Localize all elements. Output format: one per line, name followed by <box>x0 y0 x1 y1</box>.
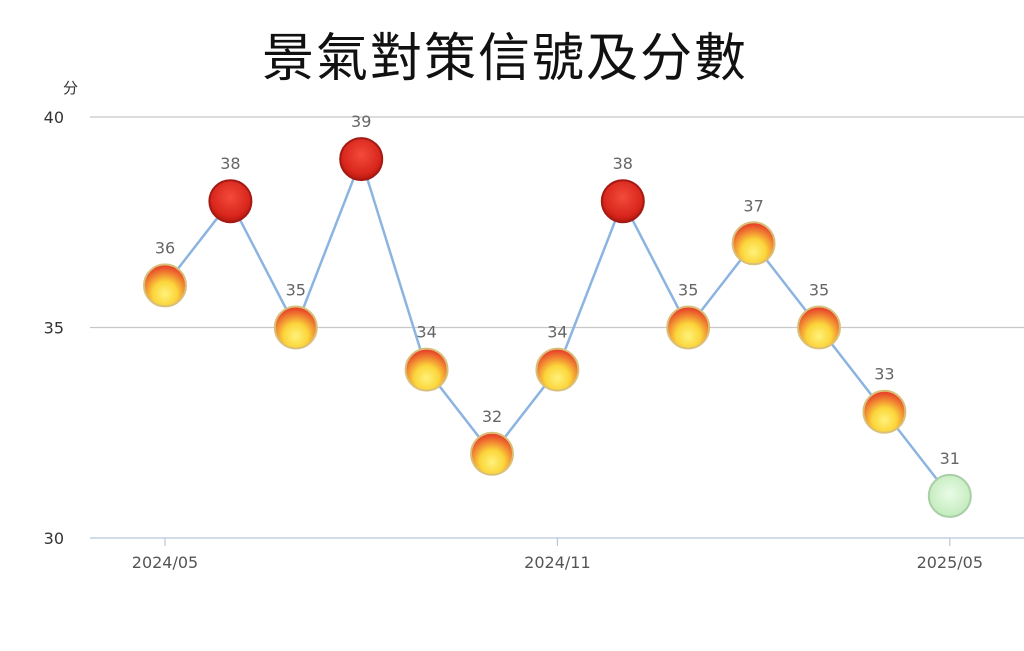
x-tick-label: 2025/05 <box>917 553 983 572</box>
data-label: 34 <box>547 323 567 342</box>
signal-marker-red[interactable] <box>339 137 384 182</box>
x-tick-label: 2024/11 <box>524 553 590 572</box>
signal-marker-red[interactable] <box>600 179 645 224</box>
signal-marker-green[interactable] <box>927 473 972 518</box>
data-label: 38 <box>220 154 240 173</box>
data-label: 37 <box>743 196 763 215</box>
y-tick-label: 30 <box>44 529 64 548</box>
signal-marker-yellow-red[interactable] <box>470 431 514 476</box>
signal-marker-red[interactable] <box>208 179 253 224</box>
data-label: 32 <box>482 407 502 426</box>
signal-marker-yellow-red[interactable] <box>404 347 449 392</box>
data-label: 35 <box>678 281 698 300</box>
signal-marker-yellow-red[interactable] <box>862 389 907 434</box>
y-axis-unit: 分 <box>63 79 78 97</box>
data-label: 31 <box>940 449 960 468</box>
data-label: 35 <box>286 281 306 300</box>
signal-marker-yellow-red[interactable] <box>143 263 187 308</box>
signal-marker-yellow-red[interactable] <box>535 347 580 392</box>
signal-marker-yellow-red[interactable] <box>273 305 318 350</box>
data-label: 35 <box>809 281 829 300</box>
data-label: 39 <box>351 112 371 131</box>
data-label: 36 <box>155 238 175 257</box>
y-tick-label: 40 <box>44 108 64 127</box>
data-label: 38 <box>613 154 633 173</box>
signal-marker-yellow-red[interactable] <box>797 305 841 350</box>
y-tick-label: 35 <box>44 319 64 338</box>
data-label: 34 <box>416 323 436 342</box>
signal-marker-yellow-red[interactable] <box>731 221 776 266</box>
signal-marker-yellow-red[interactable] <box>666 305 711 350</box>
x-tick-label: 2024/05 <box>132 553 198 572</box>
data-label: 33 <box>874 365 894 384</box>
chart-title: 景氣對策信號及分數 <box>261 29 748 89</box>
